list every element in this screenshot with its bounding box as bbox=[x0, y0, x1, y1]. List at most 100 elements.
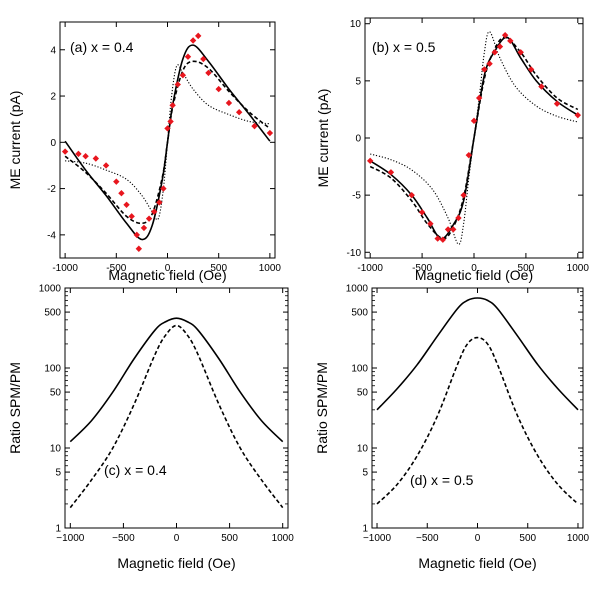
series-dashed-line-d bbox=[376, 336, 579, 505]
data-point-marker bbox=[189, 37, 197, 44]
data-point-marker bbox=[418, 209, 426, 216]
y-tick-label: -2 bbox=[47, 184, 56, 195]
y-tick-label: 500 bbox=[44, 308, 61, 319]
data-point-marker bbox=[167, 118, 174, 125]
y-axis-label-a: ME current (pA) bbox=[7, 91, 23, 190]
data-point-marker bbox=[408, 191, 415, 199]
data-point-marker bbox=[434, 235, 441, 242]
data-point-marker bbox=[465, 151, 473, 159]
plot-frame-d bbox=[371, 287, 584, 529]
y-tick-label: 100 bbox=[44, 364, 61, 375]
y-tick-label: 1000 bbox=[346, 284, 369, 295]
x-tick-label: -500 bbox=[106, 263, 126, 274]
data-point-marker bbox=[460, 191, 467, 199]
x-tick-label: 0 bbox=[174, 533, 180, 544]
plot-frame-c bbox=[64, 287, 289, 529]
data-point-marker bbox=[82, 152, 89, 160]
y-tick-label: 5 bbox=[362, 468, 368, 479]
data-point-marker bbox=[140, 224, 148, 232]
x-tick-label: −500 bbox=[112, 533, 135, 544]
data-point-marker bbox=[366, 157, 374, 165]
data-point-marker bbox=[92, 155, 100, 162]
panel-title-c: (c) x = 0.4 bbox=[104, 462, 167, 478]
y-tick-label: 5 bbox=[55, 468, 61, 479]
y-axis-label-d: Ratio SPM/PM bbox=[314, 362, 330, 454]
data-point-marker bbox=[475, 94, 483, 102]
data-point-marker bbox=[553, 100, 561, 107]
x-tick-label: 1000 bbox=[567, 533, 590, 544]
data-point-marker bbox=[61, 148, 69, 155]
data-point-marker bbox=[574, 111, 582, 119]
x-tick-label: -500 bbox=[412, 263, 432, 274]
data-point-marker bbox=[439, 236, 447, 243]
data-point-marker bbox=[491, 49, 498, 56]
x-tick-label: 500 bbox=[518, 263, 535, 274]
data-point-marker bbox=[496, 43, 504, 50]
y-tick-label: 50 bbox=[357, 388, 369, 399]
y-tick-label: 2 bbox=[50, 92, 56, 103]
data-point-marker bbox=[527, 66, 535, 73]
data-point-marker bbox=[75, 150, 82, 158]
chart-panel-a: -1000 -500 0 500 1000 -4 -2 0 2 4 (a) x = 0.4 Magne… bbox=[7, 21, 282, 283]
y-tick-label: 10 bbox=[350, 19, 362, 30]
y-tick-label: 0 bbox=[50, 138, 56, 149]
data-point-marker bbox=[113, 178, 120, 185]
y-tick-label: 100 bbox=[351, 364, 368, 375]
data-point-marker bbox=[251, 122, 258, 130]
y-tick-label: 10 bbox=[50, 444, 62, 455]
y-tick-label: -5 bbox=[352, 191, 361, 202]
data-point-marker bbox=[427, 220, 434, 227]
x-tick-label: -1000 bbox=[52, 263, 78, 274]
data-point-marker bbox=[135, 245, 143, 252]
x-tick-label: 1000 bbox=[259, 263, 282, 274]
panel-title-d: (d) x = 0.5 bbox=[410, 472, 474, 488]
data-point-marker bbox=[444, 226, 452, 233]
series-solid-line-b bbox=[369, 36, 579, 240]
y-tick-label: 0 bbox=[355, 134, 361, 145]
x-tick-label: 0 bbox=[471, 263, 477, 274]
x-tick-label: 0 bbox=[475, 533, 481, 544]
y-tick-label: 10 bbox=[357, 444, 369, 455]
x-tick-label: −1000 bbox=[363, 533, 392, 544]
data-point-marker bbox=[205, 69, 212, 77]
data-point-marker bbox=[179, 72, 187, 79]
data-point-marker bbox=[156, 199, 163, 206]
panel-title-b: (b) x = 0.5 bbox=[372, 39, 436, 55]
y-tick-label: -10 bbox=[347, 248, 362, 259]
data-point-marker bbox=[184, 53, 192, 60]
data-point-marker bbox=[486, 60, 493, 67]
y-tick-label: 500 bbox=[351, 308, 368, 319]
x-tick-label: 0 bbox=[165, 263, 171, 274]
data-point-marker bbox=[160, 185, 167, 192]
y-tick-label: 50 bbox=[50, 388, 62, 399]
x-tick-label: −1000 bbox=[56, 533, 85, 544]
data-point-marker bbox=[145, 215, 153, 222]
x-tick-label: 1000 bbox=[272, 533, 295, 544]
data-point-marker bbox=[195, 32, 202, 40]
data-point-marker bbox=[455, 214, 462, 222]
series-solid-line-d bbox=[376, 297, 579, 411]
data-point-marker bbox=[169, 102, 176, 109]
x-tick-label: 500 bbox=[221, 533, 238, 544]
series-dotted-line-a bbox=[65, 64, 270, 221]
x-tick-label: −500 bbox=[416, 533, 439, 544]
x-tick-label: 500 bbox=[519, 533, 536, 544]
y-axis-label-b: ME current (pA) bbox=[315, 89, 331, 188]
y-tick-label: 1000 bbox=[39, 284, 62, 295]
y-tick-label: 1 bbox=[362, 524, 368, 535]
data-point-marker bbox=[507, 37, 514, 45]
x-axis-label-c: Magnetic field (Oe) bbox=[117, 555, 235, 571]
data-point-marker bbox=[128, 213, 135, 220]
data-point-marker bbox=[200, 55, 207, 63]
data-point-marker bbox=[387, 169, 395, 176]
chart-panel-b: -1000 -500 0 500 1000 -10 -5 0 5 10 (b) x = 0.5 Mag… bbox=[315, 17, 589, 283]
data-point-marker bbox=[123, 201, 130, 208]
y-tick-label: 4 bbox=[50, 45, 56, 56]
x-axis-label-d: Magnetic field (Oe) bbox=[418, 555, 536, 571]
y-axis-label-c: Ratio SPM/PM bbox=[7, 362, 23, 454]
data-point-marker bbox=[517, 49, 524, 56]
data-point-marker bbox=[266, 129, 274, 137]
x-axis-label-a: Magnetic field (Oe) bbox=[108, 267, 226, 283]
data-point-marker bbox=[118, 190, 125, 197]
